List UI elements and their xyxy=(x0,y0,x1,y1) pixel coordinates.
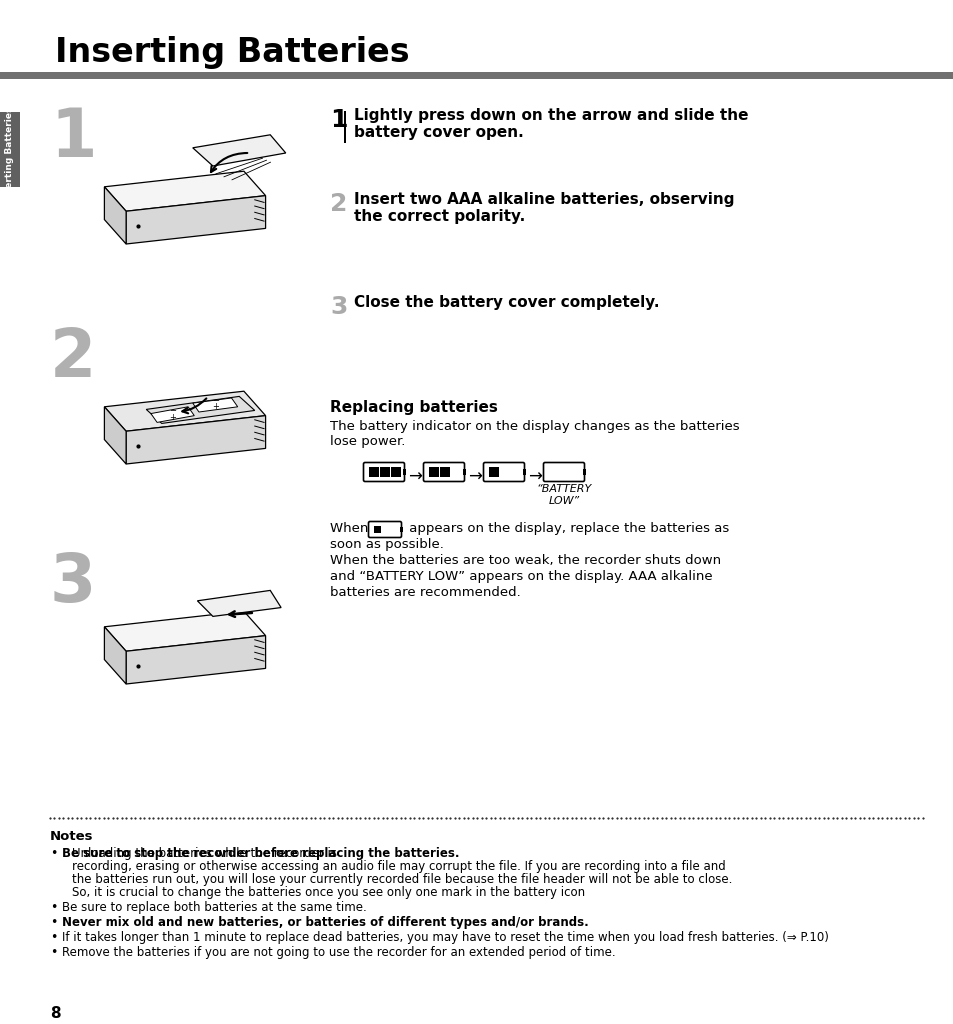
Text: 2: 2 xyxy=(330,193,347,216)
Bar xyxy=(374,526,381,534)
Text: Unloading the batteries while the recorder is: Unloading the batteries while the record… xyxy=(71,847,336,860)
Text: •: • xyxy=(50,901,57,914)
Polygon shape xyxy=(104,627,126,684)
Text: Be sure to replace both batteries at the same time.: Be sure to replace both batteries at the… xyxy=(62,901,366,914)
Text: 3: 3 xyxy=(330,295,347,319)
Text: appears on the display, replace the batteries as: appears on the display, replace the batt… xyxy=(405,522,728,535)
Polygon shape xyxy=(104,171,265,211)
Bar xyxy=(0,72,953,79)
Text: →: → xyxy=(408,468,421,486)
Bar xyxy=(439,467,450,477)
Text: +: + xyxy=(169,413,176,422)
Text: recording, erasing or otherwise accessing an audio file may corrupt the file. If: recording, erasing or otherwise accessin… xyxy=(71,860,725,873)
Text: When: When xyxy=(330,522,373,535)
Text: 1: 1 xyxy=(50,105,96,171)
Text: Inserting Batteries: Inserting Batteries xyxy=(6,106,14,203)
Text: Replacing batteries: Replacing batteries xyxy=(330,400,497,415)
Text: 1: 1 xyxy=(330,108,347,132)
Text: If it takes longer than 1 minute to replace dead batteries, you may have to rese: If it takes longer than 1 minute to repl… xyxy=(62,931,828,944)
Text: Never mix old and new batteries, or batteries of different types and/or brands.: Never mix old and new batteries, or batt… xyxy=(62,916,588,929)
Text: Be sure to stop the recorder before replacing the batteries.: Be sure to stop the recorder before repl… xyxy=(62,847,459,860)
FancyBboxPatch shape xyxy=(368,521,401,538)
Polygon shape xyxy=(126,636,265,684)
Polygon shape xyxy=(104,186,126,244)
Bar xyxy=(403,469,406,475)
Bar xyxy=(0,112,20,187)
Text: The battery indicator on the display changes as the batteries
lose power.: The battery indicator on the display cha… xyxy=(330,420,739,449)
Bar xyxy=(400,527,403,532)
Text: +: + xyxy=(213,402,219,412)
Polygon shape xyxy=(197,591,281,616)
Polygon shape xyxy=(193,135,286,166)
Text: •: • xyxy=(50,847,57,860)
Text: •: • xyxy=(50,931,57,944)
Text: −: − xyxy=(213,396,219,406)
Bar xyxy=(463,469,466,475)
Text: 3: 3 xyxy=(50,550,96,616)
Bar xyxy=(523,469,526,475)
Text: So, it is crucial to change the batteries once you see only one mark in the batt: So, it is crucial to change the batterie… xyxy=(71,886,584,899)
Polygon shape xyxy=(146,396,254,424)
FancyBboxPatch shape xyxy=(363,463,404,481)
FancyBboxPatch shape xyxy=(483,463,524,481)
Bar xyxy=(489,467,498,477)
Text: Insert two AAA alkaline batteries, observing
the correct polarity.: Insert two AAA alkaline batteries, obser… xyxy=(354,193,734,224)
Polygon shape xyxy=(104,391,265,431)
Text: and “BATTERY LOW” appears on the display. AAA alkaline: and “BATTERY LOW” appears on the display… xyxy=(330,570,712,583)
Text: Inserting Batteries: Inserting Batteries xyxy=(55,36,409,69)
Text: 8: 8 xyxy=(50,1006,61,1021)
Bar xyxy=(391,467,400,477)
Text: soon as possible.: soon as possible. xyxy=(330,538,443,551)
Polygon shape xyxy=(104,407,126,464)
Text: the batteries run out, you will lose your currently recorded file because the fi: the batteries run out, you will lose you… xyxy=(71,873,732,886)
Bar xyxy=(379,467,390,477)
Text: Notes: Notes xyxy=(50,830,93,843)
Text: •: • xyxy=(50,946,57,959)
Text: Remove the batteries if you are not going to use the recorder for an extended pe: Remove the batteries if you are not goin… xyxy=(62,946,615,959)
Text: →: → xyxy=(468,468,481,486)
Polygon shape xyxy=(193,398,237,412)
Bar xyxy=(344,111,346,143)
Text: Close the battery cover completely.: Close the battery cover completely. xyxy=(354,295,659,310)
Polygon shape xyxy=(104,611,265,651)
Text: When the batteries are too weak, the recorder shuts down: When the batteries are too weak, the rec… xyxy=(330,554,720,567)
Bar xyxy=(369,467,378,477)
Text: “BATTERY
LOW”: “BATTERY LOW” xyxy=(536,484,591,506)
Text: →: → xyxy=(528,468,541,486)
Text: 2: 2 xyxy=(50,325,96,391)
Polygon shape xyxy=(151,407,194,422)
Bar xyxy=(583,469,586,475)
Polygon shape xyxy=(126,196,265,244)
Text: batteries are recommended.: batteries are recommended. xyxy=(330,586,520,599)
FancyBboxPatch shape xyxy=(423,463,464,481)
Text: •: • xyxy=(50,916,57,929)
Text: −: − xyxy=(169,406,176,415)
FancyBboxPatch shape xyxy=(543,463,584,481)
Bar xyxy=(429,467,438,477)
Polygon shape xyxy=(126,416,265,464)
Text: Lightly press down on the arrow and slide the
battery cover open.: Lightly press down on the arrow and slid… xyxy=(354,108,748,140)
